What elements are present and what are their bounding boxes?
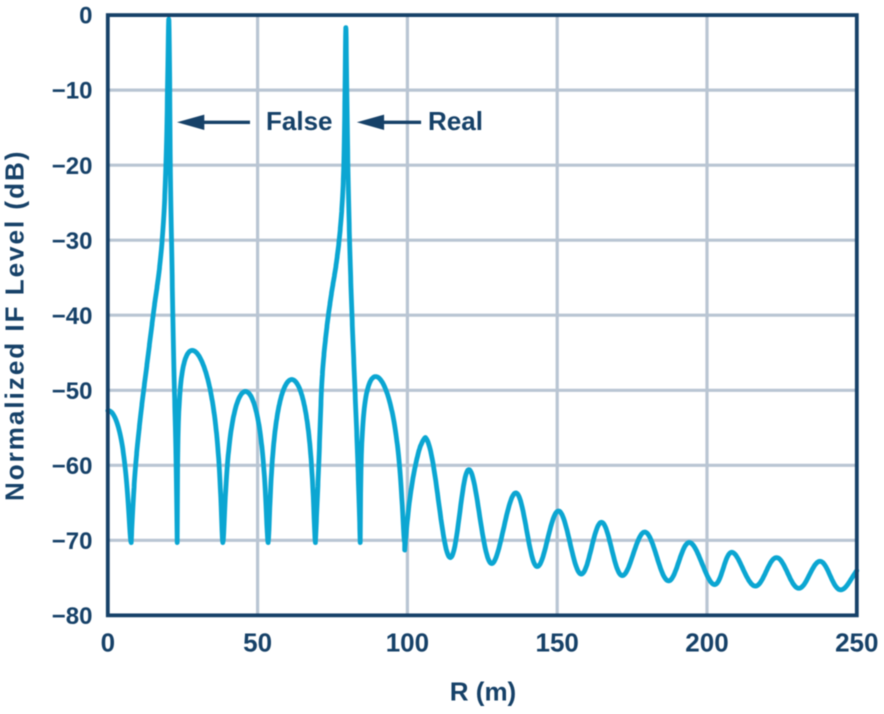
svg-text:R (m): R (m) [450, 676, 516, 706]
svg-text:50: 50 [243, 628, 272, 658]
svg-text:0: 0 [101, 628, 115, 658]
svg-text:0: 0 [79, 3, 92, 30]
svg-text:−30: −30 [52, 228, 93, 255]
svg-text:−20: −20 [52, 153, 93, 180]
svg-text:−80: −80 [52, 603, 93, 630]
svg-text:−10: −10 [52, 78, 93, 105]
svg-text:−40: −40 [52, 303, 93, 330]
svg-text:−60: −60 [52, 453, 93, 480]
svg-text:250: 250 [835, 628, 878, 658]
svg-text:100: 100 [386, 628, 429, 658]
svg-text:Real: Real [428, 106, 483, 136]
svg-text:200: 200 [685, 628, 728, 658]
svg-text:−50: −50 [52, 378, 93, 405]
svg-text:−70: −70 [52, 528, 93, 555]
svg-text:150: 150 [536, 628, 579, 658]
svg-text:False: False [266, 106, 333, 136]
svg-text:Normalized IF Level (dB): Normalized IF Level (dB) [0, 150, 30, 501]
